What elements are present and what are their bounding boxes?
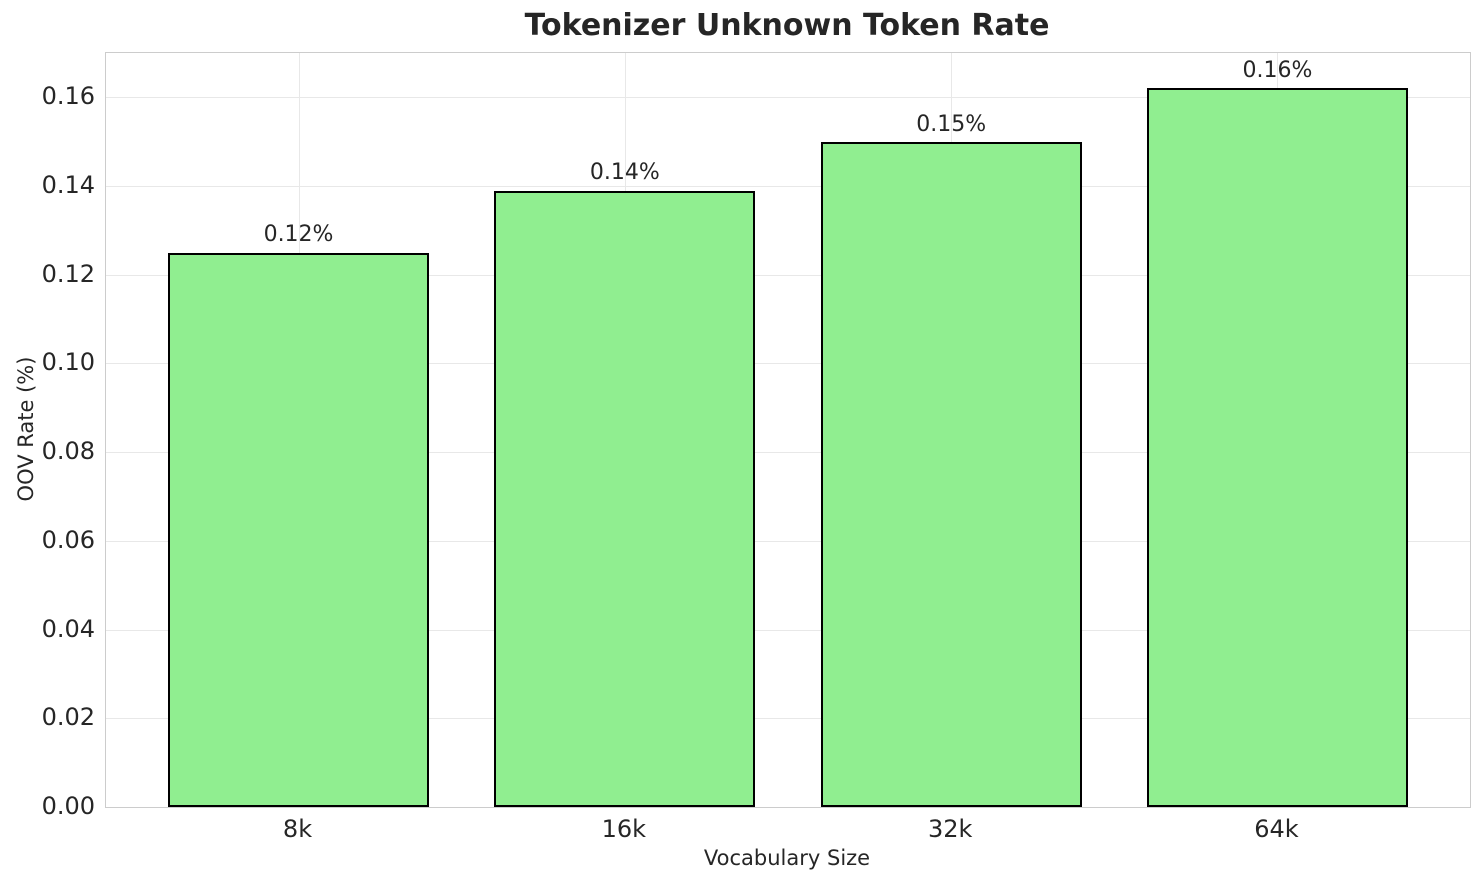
plot-area: 0.12% 0.14% 0.15% 0.16% — [105, 52, 1471, 808]
bar-64k — [1146, 88, 1408, 807]
x-tick-label: 32k — [927, 815, 973, 843]
bar-value-label: 0.14% — [589, 160, 660, 186]
x-axis-label: Vocabulary Size — [703, 846, 871, 870]
x-tick-label: 8k — [282, 815, 313, 843]
y-tick-label: 0.16 — [41, 82, 95, 111]
y-tick-label: 0.10 — [41, 348, 95, 377]
y-tick-label: 0.02 — [41, 703, 95, 732]
y-gridline — [106, 186, 1470, 188]
y-tick-label: 0.04 — [41, 614, 95, 643]
bar-value-label: 0.16% — [1242, 58, 1313, 84]
x-tick-label: 64k — [1254, 815, 1299, 843]
bar-value-label: 0.15% — [916, 111, 987, 137]
y-gridline — [106, 718, 1470, 720]
y-tick-label: 0.14 — [41, 171, 95, 200]
y-gridline — [106, 363, 1470, 365]
chart-title: Tokenizer Unknown Token Rate — [524, 8, 1050, 43]
y-gridline — [106, 629, 1470, 631]
y-tick-label: 0.08 — [41, 437, 95, 466]
x-axis-tick-labels: 8k 16k 32k 64k — [105, 815, 1469, 845]
y-gridline — [106, 274, 1470, 276]
x-tick-label: 16k — [601, 815, 647, 843]
y-tick-label: 0.06 — [41, 525, 95, 554]
bar-value-label: 0.12% — [263, 222, 334, 248]
y-axis-tick-labels: 0.00 0.02 0.04 0.06 0.08 0.10 0.12 0.14 0.16 — [0, 52, 95, 818]
bar-8k — [168, 252, 430, 807]
y-gridline — [106, 452, 1470, 454]
y-gridline — [106, 540, 1470, 542]
bar-16k — [494, 190, 756, 807]
y-tick-label: 0.12 — [41, 259, 95, 288]
y-tick-label: 0.00 — [41, 792, 95, 820]
y-gridline — [106, 97, 1470, 99]
bar-32k — [820, 141, 1082, 807]
